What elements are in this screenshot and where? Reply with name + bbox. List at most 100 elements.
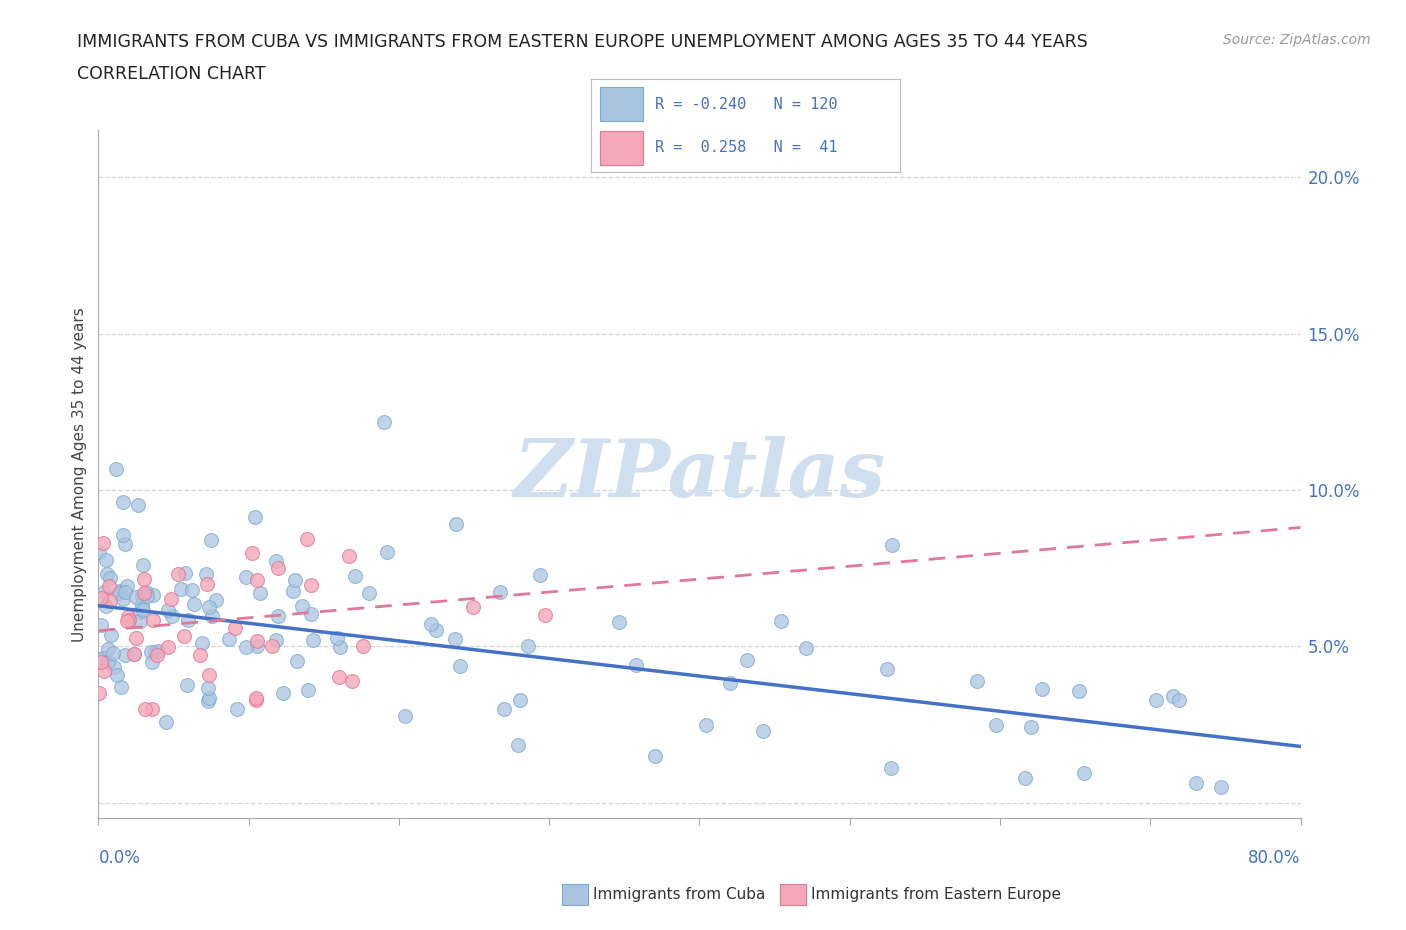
Point	[375, 545, 398, 560]
Point	[125, 590, 148, 604]
Point	[91, 536, 114, 551]
Point	[117, 610, 139, 625]
Point	[89, 686, 111, 701]
Point	[91, 650, 114, 665]
Point	[87, 544, 110, 559]
Point	[352, 638, 374, 653]
Point	[204, 592, 226, 607]
Point	[264, 632, 287, 647]
Point	[134, 701, 156, 716]
Point	[94, 599, 117, 614]
Point	[285, 653, 308, 668]
Point	[90, 618, 112, 632]
Point	[1144, 693, 1167, 708]
Point	[114, 585, 136, 600]
Point	[100, 593, 122, 608]
Point	[157, 603, 180, 618]
Text: Immigrants from Eastern Europe: Immigrants from Eastern Europe	[811, 887, 1062, 902]
Point	[142, 588, 165, 603]
Point	[132, 572, 155, 587]
Point	[876, 661, 898, 676]
Point	[176, 678, 198, 693]
Point	[326, 631, 349, 645]
Point	[105, 461, 128, 476]
Point	[93, 585, 115, 600]
Point	[131, 598, 153, 613]
Point	[146, 647, 169, 662]
Point	[695, 717, 717, 732]
Text: IMMIGRANTS FROM CUBA VS IMMIGRANTS FROM EASTERN EUROPE UNEMPLOYMENT AMONG AGES 3: IMMIGRANTS FROM CUBA VS IMMIGRANTS FROM …	[77, 33, 1088, 50]
Point	[159, 591, 181, 606]
Point	[125, 631, 148, 645]
Point	[131, 589, 153, 604]
Point	[100, 628, 122, 643]
Point	[290, 599, 312, 614]
Point	[1211, 779, 1233, 794]
Point	[226, 702, 249, 717]
Point	[373, 415, 395, 430]
Point	[443, 631, 465, 646]
Point	[1014, 771, 1036, 786]
Point	[201, 608, 224, 623]
Point	[224, 620, 246, 635]
Point	[302, 632, 325, 647]
Point	[394, 709, 416, 724]
Point	[644, 749, 666, 764]
Point	[167, 566, 190, 581]
Point	[173, 628, 195, 643]
Point	[425, 623, 447, 638]
Point	[128, 604, 150, 619]
Point	[197, 681, 219, 696]
Point	[146, 644, 169, 658]
Point	[533, 608, 555, 623]
Point	[135, 589, 157, 604]
Point	[420, 617, 443, 631]
Point	[89, 591, 111, 605]
Point	[169, 581, 191, 596]
Point	[271, 685, 294, 700]
Point	[111, 495, 134, 510]
Point	[115, 578, 138, 593]
Point	[297, 532, 319, 547]
Point	[246, 573, 269, 588]
Point	[529, 568, 551, 583]
Point	[195, 566, 218, 581]
Point	[359, 586, 381, 601]
Point	[509, 693, 531, 708]
Point	[135, 584, 157, 599]
Point	[245, 690, 267, 705]
Point	[235, 569, 257, 584]
Text: R = -0.240   N = 120: R = -0.240 N = 120	[655, 97, 838, 112]
Y-axis label: Unemployment Among Ages 35 to 44 years: Unemployment Among Ages 35 to 44 years	[72, 307, 87, 642]
Point	[155, 714, 177, 729]
Point	[93, 650, 115, 665]
Point	[240, 546, 263, 561]
Point	[174, 566, 197, 581]
Point	[108, 586, 131, 601]
Point	[245, 692, 267, 707]
Text: CORRELATION CHART: CORRELATION CHART	[77, 65, 266, 83]
Point	[337, 549, 360, 564]
Point	[260, 639, 283, 654]
Point	[97, 642, 120, 657]
Point	[191, 635, 214, 650]
Point	[246, 634, 269, 649]
Point	[624, 658, 647, 672]
Point	[966, 673, 988, 688]
Point	[177, 613, 200, 628]
Point	[880, 761, 903, 776]
Point	[181, 582, 204, 597]
Text: 80.0%: 80.0%	[1249, 849, 1301, 868]
Point	[96, 566, 118, 581]
Point	[794, 641, 817, 656]
Point	[142, 613, 165, 628]
Point	[492, 701, 515, 716]
Point	[264, 553, 287, 568]
Bar	[600, 87, 643, 121]
Point	[98, 570, 121, 585]
Point	[1073, 766, 1095, 781]
Point	[132, 558, 155, 573]
Point	[132, 585, 155, 600]
Bar	[600, 131, 643, 165]
Point	[156, 640, 179, 655]
